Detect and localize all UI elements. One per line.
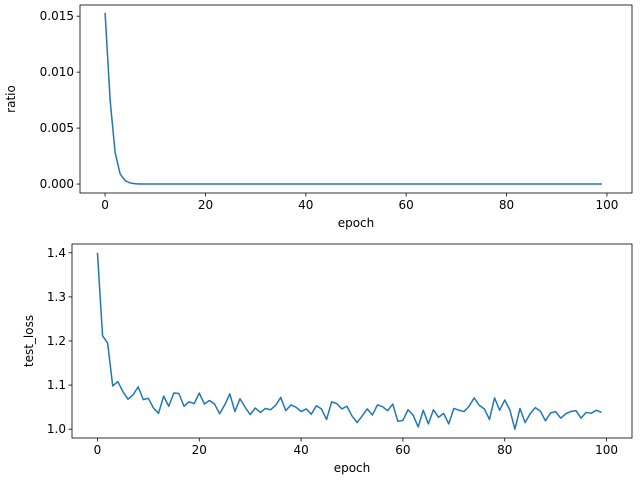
series-line (96, 252, 602, 430)
subplot-1: 0 20 40 60 80 100 0.000 0.005 0.010 0.015 epoch rat… (4, 4, 633, 230)
x-tick-label: 60 (395, 443, 410, 457)
x-axis-label: epoch (334, 461, 371, 475)
x-tick-label: 100 (595, 443, 618, 457)
x-tick-label: 80 (497, 443, 512, 457)
series-line (104, 12, 602, 185)
subplot-2: 0 20 40 60 80 100 1.0 1.1 1.2 1.3 1.4 epoch test_los… (22, 243, 633, 475)
y-tick-label: 1.3 (47, 290, 66, 304)
y-axis-label: ratio (4, 85, 18, 113)
y-tick-label: 0.000 (40, 177, 74, 191)
y-axis-label: test_loss (22, 315, 36, 367)
x-tick-label: 0 (94, 443, 102, 457)
x-tick-label: 0 (101, 198, 109, 212)
axes-frame (79, 4, 633, 194)
x-tick-label: 40 (298, 198, 313, 212)
x-tick-label: 100 (595, 198, 618, 212)
axes-frame (71, 243, 633, 439)
x-tick-label: 20 (198, 198, 213, 212)
y-tick-label: 0.015 (40, 9, 74, 23)
subplots: 0 20 40 60 80 100 0.000 0.005 0.010 0.015 epoch rat… (4, 4, 633, 475)
x-tick-label: 60 (399, 198, 414, 212)
y-tick-label: 1.0 (47, 422, 66, 436)
x-tick-label: 40 (293, 443, 308, 457)
y-tick-label: 1.4 (47, 246, 66, 260)
y-tick-label: 0.005 (40, 121, 74, 135)
y-tick-label: 1.2 (47, 334, 66, 348)
x-axis-label: epoch (338, 216, 375, 230)
y-tick-label: 1.1 (47, 378, 66, 392)
x-tick-label: 20 (192, 443, 207, 457)
x-tick-label: 80 (499, 198, 514, 212)
y-tick-label: 0.010 (40, 65, 74, 79)
